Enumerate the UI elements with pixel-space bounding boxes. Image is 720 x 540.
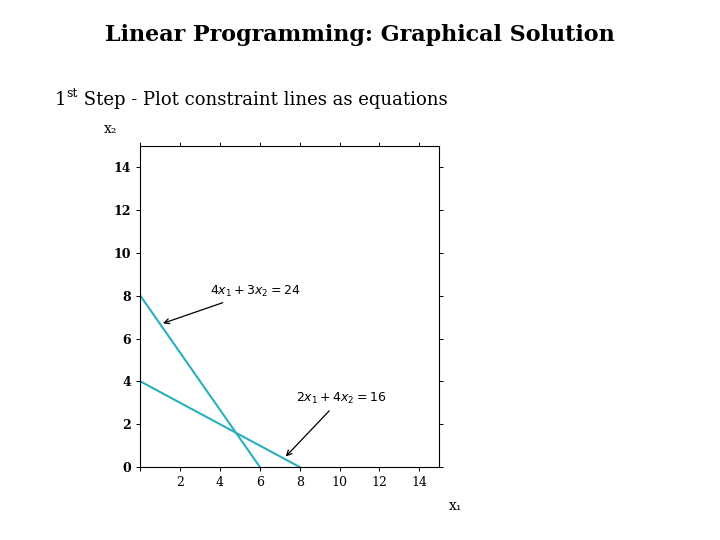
Text: $4x_1 + 3x_2 = 24$: $4x_1 + 3x_2 = 24$ xyxy=(164,284,300,323)
Text: 1: 1 xyxy=(55,91,66,109)
Text: st: st xyxy=(66,87,77,100)
Text: x₂: x₂ xyxy=(104,122,117,136)
Text: x₁: x₁ xyxy=(449,498,462,512)
Text: Step - Plot constraint lines as equations: Step - Plot constraint lines as equation… xyxy=(78,91,448,109)
Text: Linear Programming: Graphical Solution: Linear Programming: Graphical Solution xyxy=(105,24,615,46)
Text: $2x_1 + 4x_2 = 16$: $2x_1 + 4x_2 = 16$ xyxy=(287,391,386,456)
